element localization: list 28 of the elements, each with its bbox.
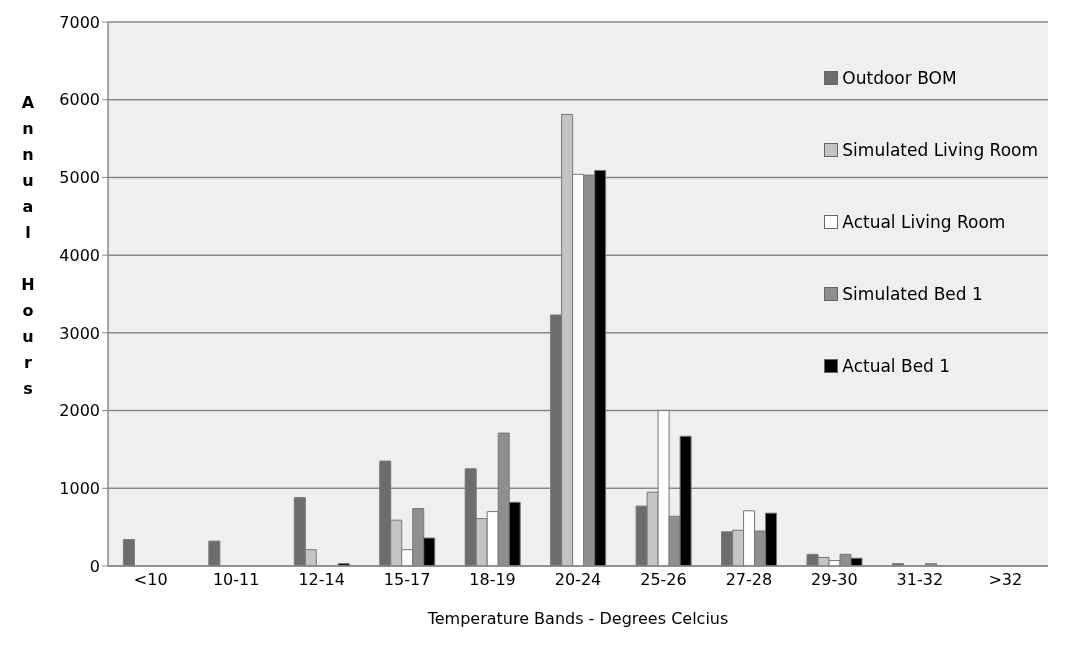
x-tick-label: 15-17 [383,570,431,590]
x-tick-label: 10-11 [212,570,260,590]
text: Annual Hours [21,93,35,398]
x-tick-label: 25-26 [640,570,687,590]
legend-label: Outdoor BOM [842,68,957,88]
y-tick-label: 2000 [59,401,100,421]
y-tick-label: 1000 [59,478,100,498]
y-tick-label: 6000 [59,90,100,110]
bar [208,540,221,566]
y-tick-label: 5000 [59,168,100,188]
legend-label: Simulated Bed 1 [842,284,983,304]
x-tick-label: >32 [988,570,1023,590]
x-tick-label: 12-14 [298,570,345,590]
x-tick-label: 18-19 [469,570,516,590]
x-tick-label: 31-32 [896,570,944,590]
x-tick-label: 20-24 [554,570,602,590]
x-tick-label: <10 [133,570,168,590]
y-tick-label: 4000 [59,245,100,265]
legend-label: Simulated Living Room [842,140,1038,160]
x-axis-title: Temperature Bands - Degrees Celcius [426,609,729,628]
legend-label: Actual Living Room [842,212,1006,232]
y-tick-label: 7000 [59,12,100,32]
bar [122,539,135,566]
y-tick-label: 0 [89,556,100,576]
legend-label: Actual Bed 1 [842,356,951,376]
x-tick-label: 27-28 [725,570,773,590]
x-tick-label: 29-30 [811,570,858,590]
y-tick-label: 3000 [59,323,100,343]
